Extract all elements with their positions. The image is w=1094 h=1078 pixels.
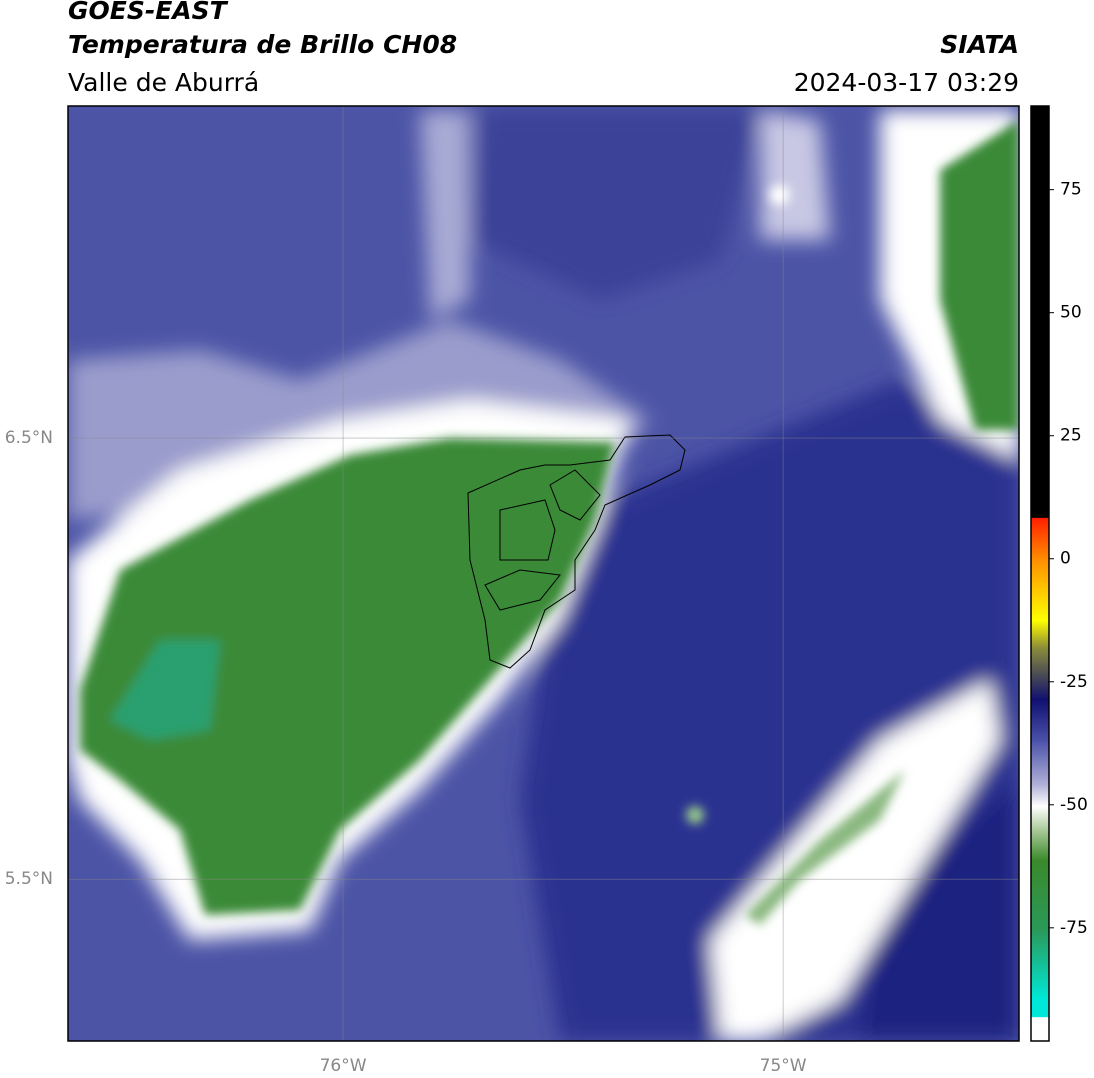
map-frame xyxy=(67,105,1020,1042)
lat-label: 6.5°N xyxy=(5,428,53,448)
colorbar-label: -75 xyxy=(1060,918,1088,938)
colorbar-label: 75 xyxy=(1060,180,1082,200)
datetime: 2024-03-17 03:29 xyxy=(794,68,1019,97)
colorbar-label: 25 xyxy=(1060,426,1082,446)
source: SIATA xyxy=(940,30,1019,59)
lon-label: 75°W xyxy=(760,1056,807,1076)
colorbar-label: -50 xyxy=(1060,795,1088,815)
region: Valle de Aburrá xyxy=(68,68,259,97)
title: GOES-EAST xyxy=(68,0,229,25)
colorbar-label: -25 xyxy=(1060,672,1088,692)
subtitle: Temperatura de Brillo CH08 xyxy=(68,30,457,59)
lat-label: 5.5°N xyxy=(5,869,53,889)
colorbar-label: 0 xyxy=(1060,549,1071,569)
satellite-image xyxy=(68,106,1019,1041)
lon-label: 76°W xyxy=(320,1056,367,1076)
colorbar xyxy=(1030,105,1050,1042)
colorbar-label: 50 xyxy=(1060,303,1082,323)
